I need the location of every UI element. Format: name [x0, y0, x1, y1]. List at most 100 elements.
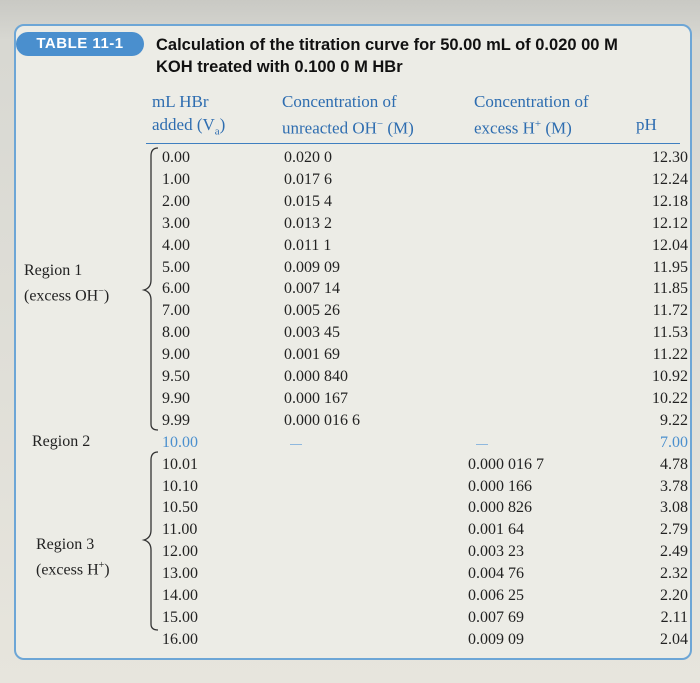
h-concentration-cell: 0.000 166 — [468, 477, 532, 495]
oh-concentration-cell: 0.000 840 — [284, 368, 348, 385]
header-rule — [146, 143, 680, 144]
ph-cell: 12.12 — [652, 214, 688, 232]
header-unreacted-oh: Concentration of unreacted OH− (M) — [282, 90, 414, 140]
volume-cell: 15.00 — [162, 608, 198, 626]
table-row: 8.00 0.003 45 11.53 — [0, 322, 700, 344]
ph-cell: 2.04 — [660, 630, 688, 648]
oh-concentration-cell: 0.020 0 — [284, 149, 332, 166]
volume-cell: 10.50 — [162, 499, 198, 517]
table-row: 6.00 0.007 14 11.85 — [0, 278, 700, 300]
ph-cell: 12.24 — [652, 170, 688, 188]
ph-cell: 2.20 — [660, 587, 688, 604]
ph-cell: 11.85 — [652, 280, 688, 298]
table-row: 11.00 0.001 64 2.79 — [0, 519, 700, 541]
volume-cell: 6.00 — [162, 280, 190, 298]
header-col3-line2: excess H+ (M) — [474, 118, 572, 138]
ph-cell: 9.22 — [660, 411, 688, 429]
ph-cell: 3.78 — [660, 477, 688, 495]
volume-cell: 2.00 — [162, 192, 190, 210]
oh-concentration-cell: 0.000 167 — [284, 389, 348, 407]
table-card — [14, 24, 692, 660]
oh-concentration-cell: 0.003 45 — [284, 324, 340, 342]
volume-cell: 9.90 — [162, 389, 190, 407]
table-row: 9.90 0.000 167 10.22 — [0, 388, 700, 410]
ph-cell: 10.22 — [652, 389, 688, 407]
volume-cell: 10.10 — [162, 477, 198, 495]
table-row: 10.50 0.000 826 3.08 — [0, 497, 700, 519]
volume-cell: 1.00 — [162, 170, 190, 188]
table-row: 15.00 0.007 69 2.11 — [0, 607, 700, 629]
h-concentration-cell: 0.000 826 — [468, 499, 532, 517]
header-col1-line2: added (Va) — [152, 115, 226, 138]
volume-cell: 9.00 — [162, 346, 190, 364]
volume-cell: 0.00 — [162, 149, 190, 166]
ph-cell: 12.30 — [652, 149, 688, 166]
volume-cell: 14.00 — [162, 587, 198, 604]
volume-cell: 3.00 — [162, 214, 190, 232]
h-concentration-cell: 0.004 76 — [468, 565, 524, 583]
ph-cell: 11.72 — [652, 302, 688, 320]
table-row: 10.01 0.000 016 7 4.78 — [0, 454, 700, 476]
volume-cell: 13.00 — [162, 565, 198, 583]
region-1-title: Region 1 — [24, 262, 83, 279]
oh-concentration-cell: 0.001 69 — [284, 346, 340, 364]
table-title-line-2: KOH treated with 0.100 0 M HBr — [156, 58, 403, 76]
oh-concentration-cell: 0.015 4 — [284, 192, 332, 210]
region-1-bracket — [141, 147, 159, 431]
header-ph: pH — [636, 115, 657, 134]
ph-cell: 11.53 — [652, 324, 688, 342]
table-row: 13.00 0.004 76 2.32 — [0, 563, 700, 585]
oh-concentration-cell: 0.000 016 6 — [284, 411, 360, 429]
oh-concentration-cell: 0.017 6 — [284, 170, 332, 188]
header-ml-hbr-added: mL HBr added (Va) — [152, 90, 225, 143]
volume-cell: 10.00 — [162, 433, 198, 451]
ph-cell: 10.92 — [652, 368, 688, 385]
header-col1-line1: mL HBr — [152, 92, 209, 111]
volume-cell: 11.00 — [162, 521, 198, 539]
oh-concentration-cell: 0.007 14 — [284, 280, 340, 298]
volume-cell: 4.00 — [162, 236, 190, 254]
volume-cell: 8.00 — [162, 324, 190, 342]
volume-cell: 5.00 — [162, 258, 190, 276]
region-3-bracket — [141, 451, 159, 631]
ph-cell: 2.11 — [660, 608, 688, 626]
volume-cell: 9.99 — [162, 411, 190, 429]
oh-concentration-cell: 0.013 2 — [284, 214, 332, 232]
table-row: 9.50 0.000 840 10.92 — [0, 366, 700, 388]
table-row: 9.00 0.001 69 11.22 — [0, 344, 700, 366]
header-col2-line1: Concentration of — [282, 92, 397, 111]
table-number-badge: TABLE 11-1 — [16, 32, 144, 56]
h-concentration-cell: 0.003 23 — [468, 543, 524, 561]
table-row: 2.00 0.015 4 12.18 — [0, 191, 700, 213]
ph-cell: 2.79 — [660, 521, 688, 539]
region-1-label: Region 1 (excess OH−) — [24, 260, 109, 306]
oh-concentration-cell: 0.009 09 — [284, 258, 340, 276]
header-excess-h: Concentration of excess H+ (M) — [474, 90, 589, 140]
ph-cell: 11.22 — [652, 346, 688, 364]
empty-dash — [290, 443, 302, 445]
table-row: 7.00 0.005 26 11.72 — [0, 300, 700, 322]
table-row: 12.00 0.003 23 2.49 — [0, 541, 700, 563]
table-row: 1.00 0.017 6 12.24 — [0, 169, 700, 191]
header-col2-line2: unreacted OH− (M) — [282, 118, 414, 138]
ph-cell: 12.04 — [652, 236, 688, 254]
h-concentration-cell: 0.009 09 — [468, 630, 524, 648]
region-1-note: (excess OH−) — [24, 286, 110, 305]
ph-cell: 11.95 — [652, 258, 688, 276]
region-3-note: (excess H+) — [36, 560, 110, 579]
ph-cell: 4.78 — [660, 455, 688, 473]
empty-dash — [476, 443, 488, 445]
oh-concentration-cell: 0.005 26 — [284, 302, 340, 320]
ph-cell: 2.49 — [660, 543, 688, 561]
volume-cell: 10.01 — [162, 455, 198, 473]
table-row: 14.00 0.006 25 2.20 — [0, 585, 700, 607]
table-row: 16.00 0.009 09 2.04 — [0, 629, 700, 651]
oh-concentration-cell: 0.011 1 — [284, 236, 332, 254]
h-concentration-cell: 0.000 016 7 — [468, 455, 544, 473]
table-title: Calculation of the titration curve for 5… — [156, 34, 686, 78]
volume-cell: 12.00 — [162, 543, 198, 561]
header-col3-line1: Concentration of — [474, 92, 589, 111]
ph-cell: 12.18 — [652, 192, 688, 210]
table-row: 10.10 0.000 166 3.78 — [0, 476, 700, 498]
